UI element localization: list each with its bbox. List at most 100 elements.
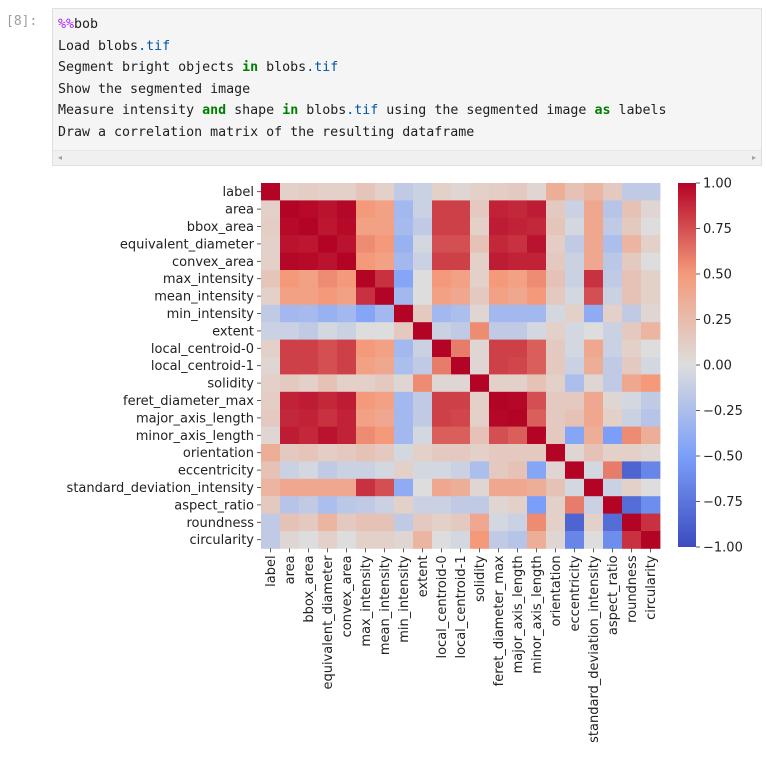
heatmap-cell xyxy=(299,252,319,271)
heatmap-cell xyxy=(413,252,433,271)
heatmap-cell xyxy=(394,270,414,288)
colorbar-tick-label: 0.25 xyxy=(703,313,732,328)
heatmap-cell xyxy=(337,461,357,480)
heatmap-cell xyxy=(375,252,395,271)
heatmap-cell xyxy=(641,304,661,323)
heatmap-cell xyxy=(280,287,300,306)
heatmap-cell xyxy=(470,357,490,375)
colorbar-tick-label: 0.50 xyxy=(703,268,732,283)
heatmap-cell xyxy=(622,374,642,393)
heatmap-cell xyxy=(489,374,509,393)
heatmap-cell xyxy=(584,339,604,358)
heatmap-cell xyxy=(432,252,452,271)
heatmap-cell xyxy=(470,513,490,532)
heatmap-cell xyxy=(318,200,338,219)
heatmap-cell xyxy=(375,270,395,288)
heatmap-cell xyxy=(413,426,433,445)
heatmap-cell xyxy=(546,322,566,340)
heatmap-cell xyxy=(318,270,338,288)
heatmap-cell xyxy=(527,461,547,480)
x-tick-label: max_intensity xyxy=(359,555,374,646)
heatmap-cell xyxy=(489,391,509,410)
y-tick-label: label xyxy=(223,185,254,200)
heatmap-cell xyxy=(299,513,319,532)
scroll-left-arrow-icon[interactable]: ◂ xyxy=(58,153,63,162)
heatmap-cell xyxy=(375,461,395,480)
heatmap-cell xyxy=(489,478,509,497)
heatmap-cell xyxy=(546,183,566,201)
heatmap-cell xyxy=(432,409,452,427)
heatmap-cell xyxy=(261,444,281,462)
heatmap-cell xyxy=(432,531,452,549)
heatmap-cell xyxy=(318,304,338,323)
heatmap-cell xyxy=(546,461,566,480)
x-tick-label: label xyxy=(264,555,279,586)
code-token: shape xyxy=(226,103,283,118)
heatmap-cell xyxy=(261,391,281,410)
code-cell[interactable]: %%bob Load blobs.tif Segment bright object… xyxy=(52,8,762,166)
heatmap-cell xyxy=(470,461,490,480)
heatmap-cell xyxy=(641,235,661,253)
heatmap-cell xyxy=(451,357,471,375)
heatmap-cell xyxy=(299,270,319,288)
heatmap-cell xyxy=(641,461,661,480)
heatmap-cell xyxy=(508,287,528,306)
heatmap-cell xyxy=(641,444,661,462)
y-tick-label: max_intensity xyxy=(163,272,254,287)
heatmap-cell xyxy=(261,461,281,480)
heatmap-cell xyxy=(432,322,452,340)
heatmap-cell xyxy=(318,235,338,253)
heatmap-cell xyxy=(261,426,281,445)
heatmap-cell xyxy=(527,478,547,497)
colorbar xyxy=(678,183,696,547)
heatmap-cell xyxy=(337,444,357,462)
heatmap-cell xyxy=(603,478,623,497)
x-tick-label: eccentricity xyxy=(568,555,583,631)
heatmap-cell xyxy=(546,287,566,306)
heatmap-cell xyxy=(356,444,376,462)
code-token: bob xyxy=(74,17,99,32)
heatmap-cell xyxy=(337,409,357,427)
heatmap-cell xyxy=(603,304,623,323)
heatmap-cell xyxy=(394,304,414,323)
scroll-right-arrow-icon[interactable]: ▸ xyxy=(751,153,756,162)
heatmap-cell xyxy=(299,217,319,236)
y-tick-label: feret_diameter_max xyxy=(123,394,254,409)
heatmap-cell xyxy=(508,252,528,271)
heatmap-cell xyxy=(470,496,490,514)
heatmap-cell xyxy=(413,531,433,549)
heatmap-cell xyxy=(641,374,661,393)
x-tick-label: aspect_ratio xyxy=(606,555,621,635)
heatmap-cell xyxy=(356,374,376,393)
y-tick-label: local_centroid-0 xyxy=(151,342,254,357)
heatmap-cell xyxy=(318,531,338,549)
heatmap-cell xyxy=(413,444,433,462)
heatmap-cell xyxy=(508,322,528,340)
heatmap-cell xyxy=(489,183,509,201)
heatmap-cell xyxy=(641,217,661,236)
heatmap-cell xyxy=(584,531,604,549)
heatmap-cell xyxy=(318,409,338,427)
heatmap-cell xyxy=(603,513,623,532)
horizontal-scrollbar[interactable]: ◂ ▸ xyxy=(53,150,761,165)
heatmap-cell xyxy=(622,287,642,306)
heatmap-cell xyxy=(280,444,300,462)
heatmap-cell xyxy=(489,217,509,236)
heatmap-cell xyxy=(375,287,395,306)
heatmap-cell xyxy=(603,200,623,219)
heatmap-cell xyxy=(280,391,300,410)
heatmap-cell xyxy=(375,426,395,445)
heatmap-cell xyxy=(318,357,338,375)
heatmap-cell xyxy=(603,217,623,236)
heatmap-cell xyxy=(546,200,566,219)
heatmap-cell xyxy=(394,496,414,514)
heatmap-cell xyxy=(375,478,395,497)
heatmap-cell xyxy=(318,287,338,306)
heatmap-cell xyxy=(318,252,338,271)
code-token: in xyxy=(242,60,259,75)
heatmap-cell xyxy=(489,270,509,288)
code-token: Measure intensity xyxy=(58,103,203,118)
heatmap-cell xyxy=(413,478,433,497)
heatmap-cell xyxy=(280,252,300,271)
heatmap-cell xyxy=(508,183,528,201)
